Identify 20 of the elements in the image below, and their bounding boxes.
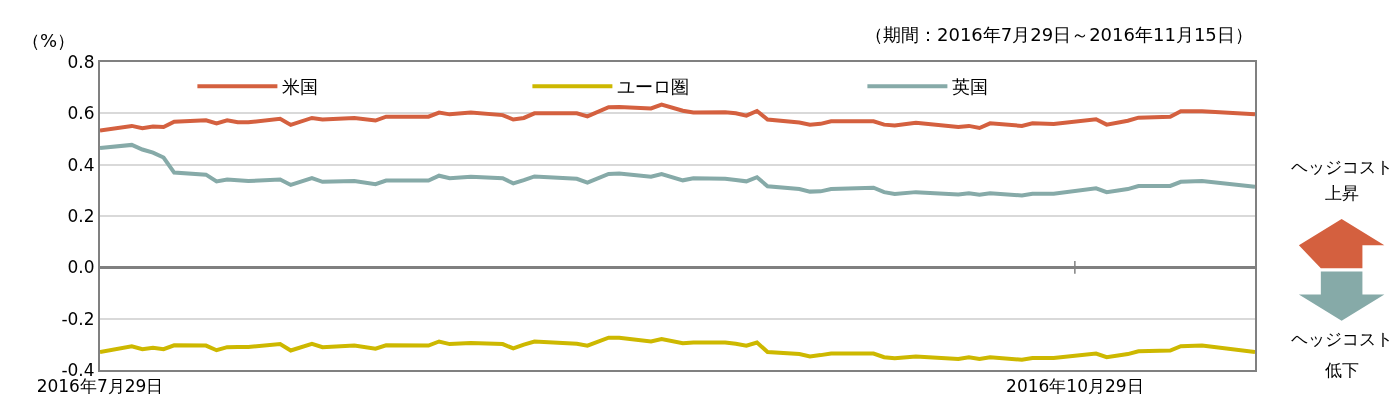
y-tick-label: -0.2 [61, 308, 95, 329]
y-axis-title: （%） [22, 30, 76, 51]
chart-subtitle: （期間：2016年7月29日～2016年11月15日） [865, 24, 1253, 45]
y-tick-label: 0.4 [67, 154, 95, 175]
x-tick-label: 2016年10月29日 [1006, 376, 1144, 397]
legend-label: 英国 [952, 76, 989, 98]
line-series [100, 142, 1255, 198]
line-series [100, 102, 1255, 133]
text: ヘッジコスト [1291, 157, 1393, 177]
line-series [100, 335, 1255, 362]
text: 低下 [1325, 360, 1359, 380]
legend-label: 米国 [282, 76, 319, 98]
legend-label: ユーロ圏 [617, 76, 690, 98]
text: ヘッジコスト [1291, 329, 1393, 349]
y-tick-label: 0.2 [67, 205, 95, 226]
x-tick-label: 2016年7月29日 [36, 376, 164, 397]
y-tick-label: 0.6 [67, 103, 95, 124]
y-tick-label: 0.0 [67, 257, 95, 278]
y-tick-label: 0.8 [67, 51, 95, 72]
text: 上昇 [1325, 183, 1359, 203]
